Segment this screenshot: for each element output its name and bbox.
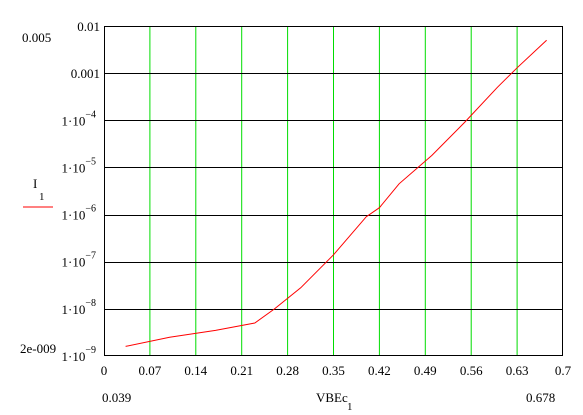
x-axis-label: VBEc <box>316 390 348 405</box>
x-tick-label: 0 <box>101 363 108 378</box>
y-axis-label: I <box>33 176 37 191</box>
x-marker-right: 0.678 <box>526 390 555 405</box>
x-tick-label: 0.28 <box>276 363 299 378</box>
y-tick-label: 1·10−7 <box>62 251 96 270</box>
x-tick-label: 0.56 <box>460 363 483 378</box>
x-tick-label: 0.7 <box>555 363 572 378</box>
x-tick-label: 0.21 <box>230 363 253 378</box>
y-tick-label: 1·10−5 <box>62 156 96 175</box>
series-line <box>125 39 547 347</box>
y-tick-label: 0.01 <box>77 19 100 34</box>
y-tick-label: 1·10−6 <box>62 204 96 223</box>
x-tick-label: 0.42 <box>368 363 391 378</box>
x-tick-label: 0.14 <box>184 363 207 378</box>
x-axis-label-subscript: 1 <box>347 401 353 413</box>
y-tick-label: 0.001 <box>71 66 100 81</box>
x-tick-label: 0.35 <box>322 363 345 378</box>
y-tick-label: 1·10−9 <box>62 345 96 364</box>
y-marker-top: 0.005 <box>22 30 51 45</box>
x-tick-label: 0.63 <box>506 363 529 378</box>
y-axis-label-subscript: 1 <box>39 191 45 203</box>
x-tick-label: 0.49 <box>414 363 437 378</box>
x-marker-left: 0.039 <box>102 390 131 405</box>
y-tick-label: 1·10−4 <box>62 109 96 128</box>
x-tick-label: 0.07 <box>139 363 162 378</box>
plot-frame <box>104 26 563 356</box>
y-marker-bottom: 2e-009 <box>20 341 56 356</box>
y-tick-label: 1·10−8 <box>62 298 96 317</box>
